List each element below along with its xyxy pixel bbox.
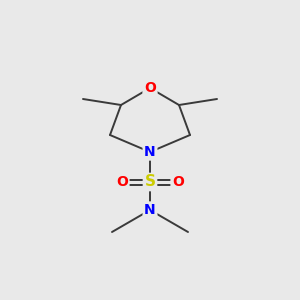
Text: O: O: [116, 175, 128, 189]
Text: O: O: [144, 81, 156, 95]
Text: N: N: [144, 203, 156, 217]
Text: O: O: [172, 175, 184, 189]
Text: N: N: [144, 145, 156, 159]
Text: S: S: [145, 175, 155, 190]
